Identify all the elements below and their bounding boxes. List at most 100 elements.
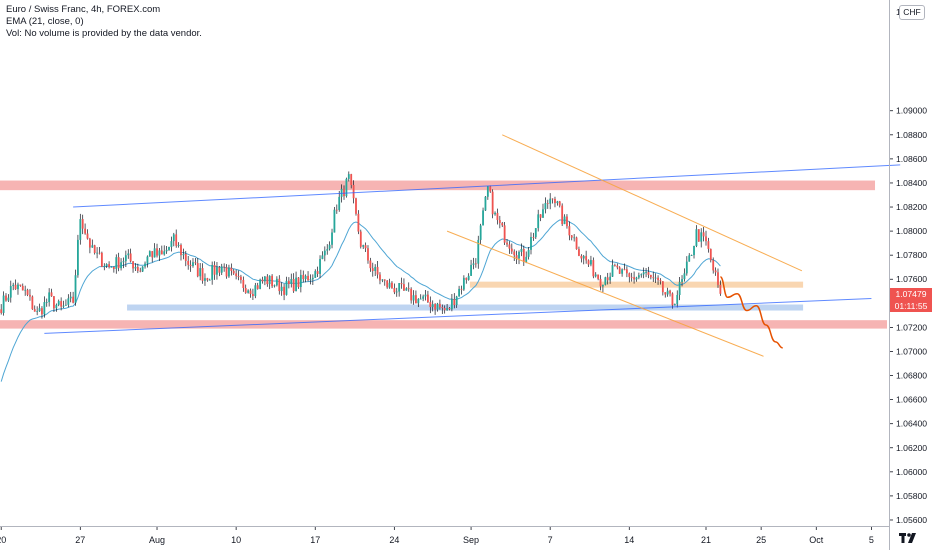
currency-button[interactable]: CHF bbox=[899, 5, 925, 20]
tradingview-logo-icon[interactable] bbox=[898, 531, 920, 545]
price-tick-label: 1.08200 bbox=[896, 202, 927, 212]
zone-red-1[interactable] bbox=[0, 320, 887, 329]
candle bbox=[592, 257, 595, 279]
candle bbox=[256, 282, 259, 290]
time-tick-label: 24 bbox=[389, 535, 399, 545]
candle bbox=[151, 251, 154, 263]
candle bbox=[211, 261, 214, 285]
candle bbox=[266, 274, 269, 287]
candle bbox=[702, 226, 705, 242]
candle bbox=[438, 299, 441, 310]
price-tick-label: 1.05800 bbox=[896, 491, 927, 501]
candle bbox=[331, 228, 333, 249]
candle bbox=[283, 283, 285, 301]
candle bbox=[501, 221, 504, 228]
candle bbox=[431, 300, 434, 312]
candle bbox=[115, 254, 118, 274]
candle bbox=[127, 249, 130, 259]
zone-red-0[interactable] bbox=[0, 180, 876, 191]
candle bbox=[165, 246, 168, 254]
candle bbox=[362, 244, 365, 249]
candle bbox=[84, 223, 87, 235]
trendline-blue-1[interactable] bbox=[44, 298, 872, 334]
candle bbox=[410, 287, 413, 304]
ema-legend[interactable]: EMA (21, close, 0) bbox=[6, 16, 84, 27]
candle bbox=[129, 248, 132, 263]
candle bbox=[508, 241, 511, 254]
candle bbox=[673, 303, 676, 306]
candle bbox=[12, 282, 15, 291]
candle bbox=[232, 269, 235, 275]
candle bbox=[9, 280, 12, 303]
candle bbox=[285, 276, 288, 296]
candle bbox=[599, 275, 602, 291]
candle bbox=[263, 275, 266, 286]
trendline-orange-3[interactable] bbox=[446, 230, 764, 357]
candle bbox=[470, 259, 472, 276]
candle bbox=[554, 196, 556, 208]
candle bbox=[573, 234, 576, 242]
candle bbox=[19, 284, 22, 287]
candle bbox=[506, 239, 508, 247]
candle bbox=[74, 269, 77, 306]
candle bbox=[395, 287, 398, 297]
candle bbox=[386, 279, 389, 289]
candle bbox=[640, 273, 643, 278]
candle bbox=[33, 305, 36, 312]
time-tick-label: 5 bbox=[869, 535, 874, 545]
candle bbox=[278, 275, 281, 295]
zone-orange-3[interactable] bbox=[469, 281, 804, 288]
candle bbox=[57, 299, 60, 307]
candle bbox=[309, 274, 312, 285]
time-axis[interactable]: 20 27 Aug 10 17 24 Sep 7 14 21 25 Oct 5 bbox=[0, 527, 874, 545]
candle bbox=[649, 274, 652, 280]
projection-curve[interactable] bbox=[719, 276, 783, 349]
candle bbox=[7, 294, 10, 302]
candle bbox=[124, 250, 127, 268]
candle bbox=[326, 244, 329, 255]
symbol-title[interactable]: Euro / Swiss Franc, 4h, FOREX.com bbox=[6, 4, 161, 15]
candle bbox=[580, 254, 583, 263]
projection-path bbox=[719, 276, 783, 349]
candle bbox=[218, 265, 221, 277]
candle bbox=[690, 254, 693, 256]
candle bbox=[676, 290, 679, 308]
candle bbox=[381, 279, 384, 283]
candle bbox=[323, 246, 326, 262]
candle bbox=[343, 185, 345, 200]
candle bbox=[697, 229, 700, 242]
trendlines bbox=[44, 134, 901, 357]
candle bbox=[496, 208, 499, 225]
volume-legend[interactable]: Vol: No volume is provided by the data v… bbox=[6, 28, 202, 39]
candle bbox=[319, 255, 321, 279]
candle bbox=[43, 296, 46, 318]
candle bbox=[196, 257, 199, 278]
price-tick-label: 1.06600 bbox=[896, 395, 927, 405]
price-tick-label: 1.08600 bbox=[896, 154, 927, 164]
candle bbox=[367, 245, 369, 264]
candle bbox=[237, 270, 240, 281]
candle bbox=[271, 274, 274, 289]
candle bbox=[168, 246, 170, 251]
candle bbox=[235, 269, 238, 280]
candle bbox=[81, 214, 84, 235]
candle bbox=[618, 266, 621, 274]
candle bbox=[467, 273, 470, 281]
candle bbox=[88, 237, 91, 254]
trendline-blue-0[interactable] bbox=[73, 164, 901, 208]
candle bbox=[522, 245, 525, 266]
candle bbox=[194, 257, 197, 266]
price-tick-label: 1.07000 bbox=[896, 346, 927, 356]
candle bbox=[657, 275, 659, 285]
candle bbox=[268, 275, 271, 290]
candle bbox=[136, 263, 139, 274]
zone-blue-2[interactable] bbox=[127, 304, 804, 311]
candle bbox=[65, 299, 67, 306]
candle bbox=[60, 297, 63, 311]
candle bbox=[357, 210, 360, 235]
candle bbox=[208, 278, 211, 281]
trendline-orange-2[interactable] bbox=[502, 134, 803, 272]
candle bbox=[570, 235, 573, 241]
candle bbox=[91, 239, 94, 248]
